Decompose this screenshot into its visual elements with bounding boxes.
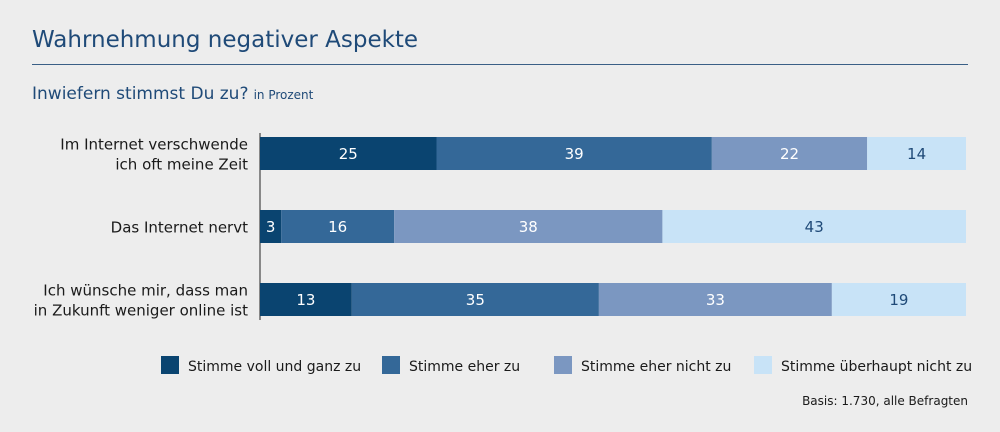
category-label: in Zukunft weniger online ist <box>34 302 248 320</box>
legend-swatch <box>554 356 572 374</box>
data-label: 39 <box>565 145 584 163</box>
legend-label: Stimme überhaupt nicht zu <box>781 359 972 375</box>
data-label: 19 <box>889 291 908 309</box>
legend-label: Stimme eher nicht zu <box>581 359 731 375</box>
bar-segment <box>436 137 712 170</box>
data-label: 3 <box>266 218 276 236</box>
data-label: 13 <box>296 291 315 309</box>
data-label: 38 <box>519 218 538 236</box>
category-label: Das Internet nervt <box>111 219 248 237</box>
subtitle-question: Inwiefern stimmst Du zu? <box>32 84 249 104</box>
unit-label: in Prozent <box>253 88 314 102</box>
bar-segment <box>281 210 395 243</box>
bar-segment <box>351 283 599 316</box>
basis-footnote: Basis: 1.730, alle Befragten <box>802 394 968 408</box>
legend-label: Stimme eher zu <box>409 359 520 375</box>
legend-label: Stimme voll und ganz zu <box>188 359 361 375</box>
category-label: ich oft meine Zeit <box>115 156 248 174</box>
data-label: 33 <box>706 291 725 309</box>
bar-segment <box>260 137 437 170</box>
data-label: 16 <box>328 218 347 236</box>
category-label: Ich wünsche mir, dass man <box>43 282 248 300</box>
bar-segment <box>394 210 663 243</box>
bar-segment <box>831 283 966 316</box>
bar-segment <box>867 137 966 170</box>
chart-title: Wahrnehmung negativer Aspekte <box>32 27 419 53</box>
legend-swatch <box>754 356 772 374</box>
data-label: 43 <box>805 218 824 236</box>
data-label: 14 <box>907 145 926 163</box>
data-label: 35 <box>466 291 485 309</box>
bar-segment <box>711 137 868 170</box>
data-label: 22 <box>780 145 799 163</box>
bar-segment <box>260 210 282 243</box>
legend-swatch <box>382 356 400 374</box>
legend-swatch <box>161 356 179 374</box>
data-label: 25 <box>339 145 358 163</box>
category-label: Im Internet verschwende <box>60 136 248 154</box>
title-divider <box>32 64 968 65</box>
chart-subtitle: Inwiefern stimmst Du zu? in Prozent <box>32 84 313 104</box>
bar-segment <box>598 283 832 316</box>
bar-segment <box>260 283 352 316</box>
bar-segment <box>662 210 966 243</box>
